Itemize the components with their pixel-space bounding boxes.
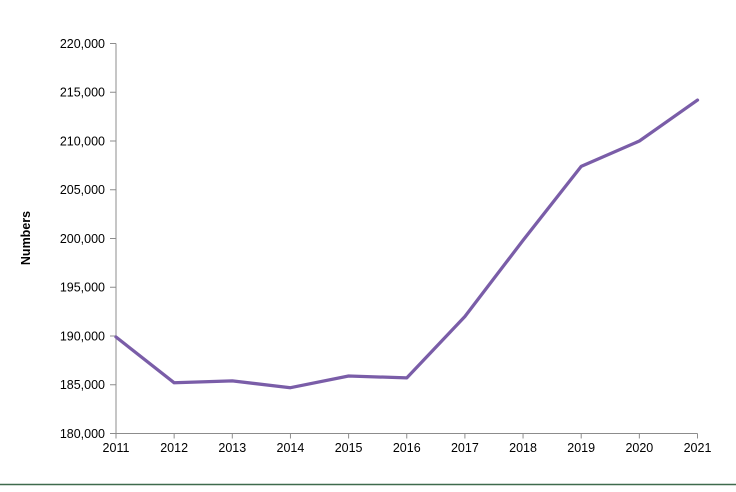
y-tick-label: 220,000: [60, 37, 105, 51]
x-tick-label: 2018: [509, 441, 537, 455]
data-line-Numbers: [114, 98, 700, 390]
x-tick-label: 2011: [103, 441, 130, 455]
x-tick-label: 2019: [567, 441, 595, 455]
y-tick-label: 200,000: [60, 232, 105, 246]
x-tick-label: 2015: [335, 441, 363, 455]
y-axis-title: Numbers: [19, 211, 33, 265]
y-tick-label: 190,000: [60, 329, 105, 343]
y-tick-label: 205,000: [60, 183, 105, 197]
x-tick-label: 2012: [160, 441, 188, 455]
y-tick-label: 210,000: [60, 134, 105, 148]
y-tick-label: 195,000: [60, 281, 105, 295]
x-tick-label: 2014: [277, 441, 305, 455]
x-tick-label: 2016: [393, 441, 421, 455]
x-tick-label: 2013: [218, 441, 246, 455]
y-tick-label: 185,000: [60, 378, 105, 392]
y-tick-label: 180,000: [60, 427, 105, 441]
x-tick-label: 2017: [451, 441, 479, 455]
x-tick-label: 2021: [684, 441, 712, 455]
y-tick-label: 215,000: [60, 86, 105, 100]
plot-area: 180,000 185,000 190,000 195,000 200,000 205,0…: [60, 37, 712, 455]
x-tick-label: 2020: [625, 441, 653, 455]
